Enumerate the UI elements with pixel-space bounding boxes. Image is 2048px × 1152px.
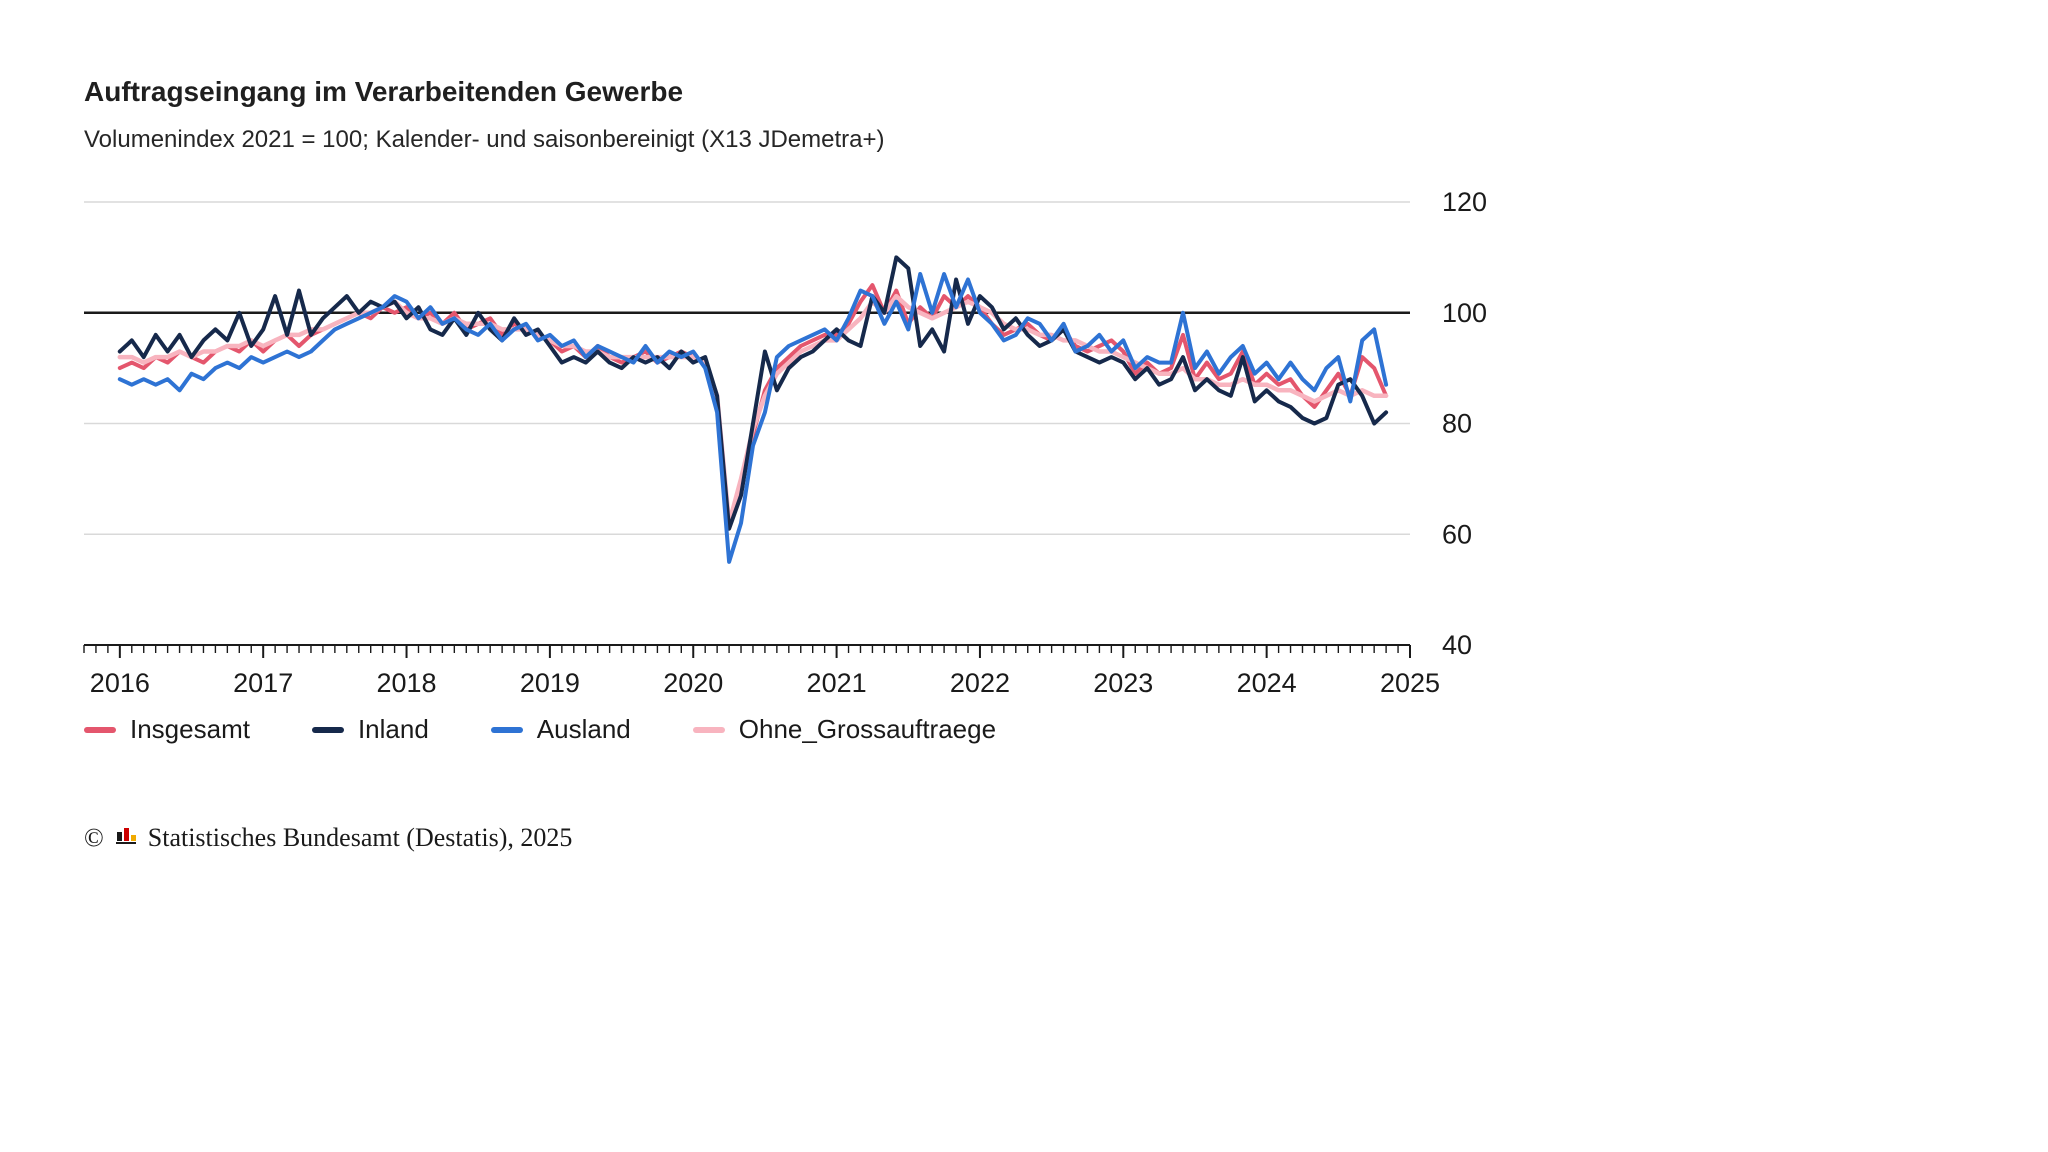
legend-swatch-insgesamt-icon bbox=[84, 726, 116, 733]
legend-label-ausland: Ausland bbox=[536, 714, 631, 744]
copyright-symbol: © bbox=[84, 822, 104, 852]
legend-item-ohne-grossauftraege[interactable]: Ohne_Grossauftraege bbox=[692, 714, 997, 745]
page-subtitle: Volumenindex 2021 = 100; Kalender- und s… bbox=[84, 126, 885, 153]
legend-item-ausland[interactable]: Ausland bbox=[490, 714, 631, 745]
y-axis-label: 120 bbox=[1442, 187, 1487, 217]
x-axis-label: 2023 bbox=[1093, 668, 1153, 698]
source-attribution: © Statistisches Bundesamt (Destatis), 20… bbox=[84, 822, 572, 853]
x-axis-label: 2019 bbox=[520, 668, 580, 698]
legend-label-ohne-grossauftraege: Ohne_Grossauftraege bbox=[738, 714, 997, 744]
destatis-logo-icon bbox=[114, 823, 138, 854]
x-axis-label: 2017 bbox=[233, 668, 293, 698]
legend: Insgesamt Inland Ausland Ohne_Grossauftr… bbox=[84, 714, 996, 745]
legend-label-insgesamt: Insgesamt bbox=[130, 714, 250, 744]
x-axis-label: 2025 bbox=[1380, 668, 1440, 698]
series-line-inland bbox=[117, 255, 1389, 531]
x-axis-label: 2024 bbox=[1237, 668, 1297, 698]
source-text: Statistisches Bundesamt (Destatis), 2025 bbox=[147, 822, 573, 852]
x-axis-label: 2021 bbox=[807, 668, 867, 698]
x-axis-label: 2018 bbox=[377, 668, 437, 698]
series-line-insgesamt bbox=[117, 283, 1389, 526]
series-line-ausland bbox=[117, 272, 1389, 564]
legend-swatch-ohne-grossauftraege-icon bbox=[692, 726, 725, 733]
legend-label-inland: Inland bbox=[357, 714, 429, 744]
legend-item-insgesamt[interactable]: Insgesamt bbox=[84, 714, 250, 745]
y-axis-label: 80 bbox=[1442, 409, 1472, 439]
x-axis-label: 2020 bbox=[663, 668, 723, 698]
legend-swatch-ausland-icon bbox=[490, 726, 523, 733]
y-axis-label: 100 bbox=[1442, 298, 1487, 328]
x-axis-label: 2022 bbox=[950, 668, 1010, 698]
y-axis-label: 40 bbox=[1442, 630, 1472, 660]
x-axis-label: 2016 bbox=[90, 668, 150, 698]
legend-item-inland[interactable]: Inland bbox=[311, 714, 429, 745]
page-title: Auftragseingang im Verarbeitenden Gewerb… bbox=[84, 76, 684, 107]
legend-swatch-inland-icon bbox=[311, 726, 344, 733]
y-axis-label: 60 bbox=[1442, 519, 1472, 549]
